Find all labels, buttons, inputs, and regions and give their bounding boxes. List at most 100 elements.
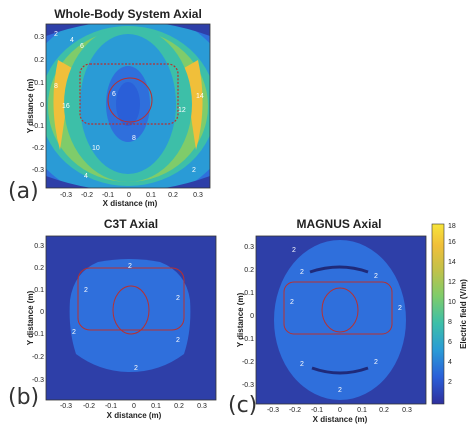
- svg-text:0: 0: [40, 102, 44, 109]
- svg-text:-0.2: -0.2: [81, 192, 93, 199]
- panel-b: C3T Axial 2 2 2 2 2 2 -0.3 -0.2 -0.1 0 0…: [8, 217, 217, 420]
- svg-text:2: 2: [292, 247, 296, 254]
- svg-text:-0.1: -0.1: [32, 331, 44, 338]
- svg-text:-0.1: -0.1: [102, 192, 114, 199]
- panel-a-body-outline: [107, 77, 153, 123]
- svg-text:2: 2: [374, 273, 378, 280]
- svg-text:6: 6: [448, 339, 452, 346]
- svg-text:-0.1: -0.1: [105, 403, 117, 410]
- panel-a-contour-labels: 2 4 6 8 10 12 14 16 2 6 8 4: [54, 31, 204, 180]
- svg-text:4: 4: [70, 37, 74, 44]
- panel-b-title: C3T Axial: [104, 217, 158, 231]
- panel-a-x-ticks: -0.3 -0.2 -0.1 0 0.1 0.2 0.3: [60, 192, 203, 199]
- svg-text:0.1: 0.1: [151, 403, 161, 410]
- svg-text:6: 6: [112, 91, 116, 98]
- svg-text:-0.1: -0.1: [32, 123, 44, 130]
- panel-b-coil-outline: [77, 267, 185, 331]
- svg-text:2: 2: [128, 263, 132, 270]
- panel-c-contour-labels: 2 2 2 2 2 2 2 2: [290, 247, 402, 394]
- panel-b-body-outline: [112, 285, 150, 335]
- colorbar-ticks: 2 4 6 8 10 12 14 16 18: [448, 223, 456, 386]
- svg-text:10: 10: [92, 145, 100, 152]
- panel-c-xlabel: X distance (m): [313, 415, 368, 424]
- panel-c-ylabel: Y distance (m): [236, 292, 245, 347]
- svg-text:16: 16: [62, 103, 70, 110]
- svg-text:14: 14: [196, 93, 204, 100]
- svg-text:0.3: 0.3: [402, 407, 412, 414]
- svg-text:0.1: 0.1: [34, 80, 44, 87]
- svg-text:6: 6: [80, 43, 84, 50]
- panel-c-title: MAGNUS Axial: [297, 217, 382, 231]
- svg-text:2: 2: [338, 387, 342, 394]
- panel-a-title: Whole-Body System Axial: [54, 7, 202, 21]
- svg-text:0.2: 0.2: [34, 265, 44, 272]
- svg-text:2: 2: [192, 167, 196, 174]
- svg-text:2: 2: [176, 337, 180, 344]
- svg-text:0: 0: [127, 192, 131, 199]
- svg-text:2: 2: [134, 365, 138, 372]
- svg-text:2: 2: [84, 287, 88, 294]
- colorbar: 2 4 6 8 10 12 14 16 18 Electric field (V…: [431, 223, 468, 405]
- svg-text:0.1: 0.1: [146, 192, 156, 199]
- panel-c-x-ticks: -0.3 -0.2 -0.1 0 0.1 0.2 0.3: [267, 407, 412, 414]
- svg-text:0.1: 0.1: [34, 287, 44, 294]
- svg-text:8: 8: [132, 135, 136, 142]
- svg-text:0.3: 0.3: [244, 244, 254, 251]
- svg-text:0.3: 0.3: [34, 243, 44, 250]
- svg-text:8: 8: [448, 319, 452, 326]
- svg-text:2: 2: [300, 269, 304, 276]
- panel-c-body-outline: [321, 287, 359, 333]
- svg-text:-0.2: -0.2: [83, 403, 95, 410]
- svg-text:-0.3: -0.3: [242, 382, 254, 389]
- svg-text:-0.2: -0.2: [242, 359, 254, 366]
- svg-text:2: 2: [176, 295, 180, 302]
- svg-text:0.2: 0.2: [244, 267, 254, 274]
- svg-text:-0.3: -0.3: [267, 407, 279, 414]
- panel-b-ylabel: Y distance (m): [26, 290, 35, 345]
- panel-a-xlabel: X distance (m): [103, 199, 158, 208]
- panel-a-y-ticks: -0.3 -0.2 -0.1 0 0.1 0.2 0.3: [32, 34, 44, 174]
- svg-text:-0.3: -0.3: [32, 377, 44, 384]
- svg-text:12: 12: [448, 279, 456, 286]
- panel-a-heatmap: [46, 24, 210, 188]
- svg-text:0.3: 0.3: [34, 34, 44, 41]
- panel-c-y-ticks: -0.3 -0.2 -0.1 0 0.1 0.2 0.3: [242, 244, 254, 389]
- panel-b-label: (b): [8, 385, 39, 410]
- svg-text:0: 0: [132, 403, 136, 410]
- panel-b-contour-labels: 2 2 2 2 2 2: [72, 263, 180, 372]
- svg-text:4: 4: [84, 173, 88, 180]
- colorbar-label: Electric field (V/m): [459, 279, 468, 349]
- svg-text:0.1: 0.1: [357, 407, 367, 414]
- panel-c-heatmap: [256, 236, 426, 404]
- svg-text:0.2: 0.2: [34, 57, 44, 64]
- svg-text:-0.1: -0.1: [242, 336, 254, 343]
- svg-text:0.2: 0.2: [168, 192, 178, 199]
- svg-text:18: 18: [448, 223, 456, 230]
- panel-b-xlabel: X distance (m): [107, 411, 162, 420]
- svg-text:-0.1: -0.1: [311, 407, 323, 414]
- panel-b-heatmap: [46, 236, 216, 400]
- svg-text:8: 8: [54, 83, 58, 90]
- svg-text:0.2: 0.2: [174, 403, 184, 410]
- svg-text:0.2: 0.2: [379, 407, 389, 414]
- svg-text:-0.3: -0.3: [60, 403, 72, 410]
- panel-a: Whole-Body System Axial 2 4 6 8 10 12 14: [8, 7, 211, 208]
- panel-c-coil-outline: [283, 281, 393, 335]
- svg-text:2: 2: [374, 359, 378, 366]
- svg-text:12: 12: [178, 107, 186, 114]
- svg-text:-0.2: -0.2: [32, 145, 44, 152]
- panel-c: MAGNUS Axial 2 2 2 2 2 2 2 2 -0.3 -0.2 -…: [228, 217, 427, 424]
- svg-text:0.3: 0.3: [197, 403, 207, 410]
- svg-text:0: 0: [250, 313, 254, 320]
- panel-b-y-ticks: -0.3 -0.2 -0.1 0 0.1 0.2 0.3: [32, 243, 44, 384]
- panel-a-ylabel: Y distance (m): [26, 78, 35, 133]
- svg-text:0: 0: [338, 407, 342, 414]
- svg-text:2: 2: [398, 305, 402, 312]
- panel-c-label: (c): [228, 393, 257, 418]
- svg-text:10: 10: [448, 299, 456, 306]
- panel-b-x-ticks: -0.3 -0.2 -0.1 0 0.1 0.2 0.3: [60, 403, 207, 410]
- svg-text:2: 2: [300, 361, 304, 368]
- svg-text:-0.3: -0.3: [32, 167, 44, 174]
- svg-text:0.1: 0.1: [244, 290, 254, 297]
